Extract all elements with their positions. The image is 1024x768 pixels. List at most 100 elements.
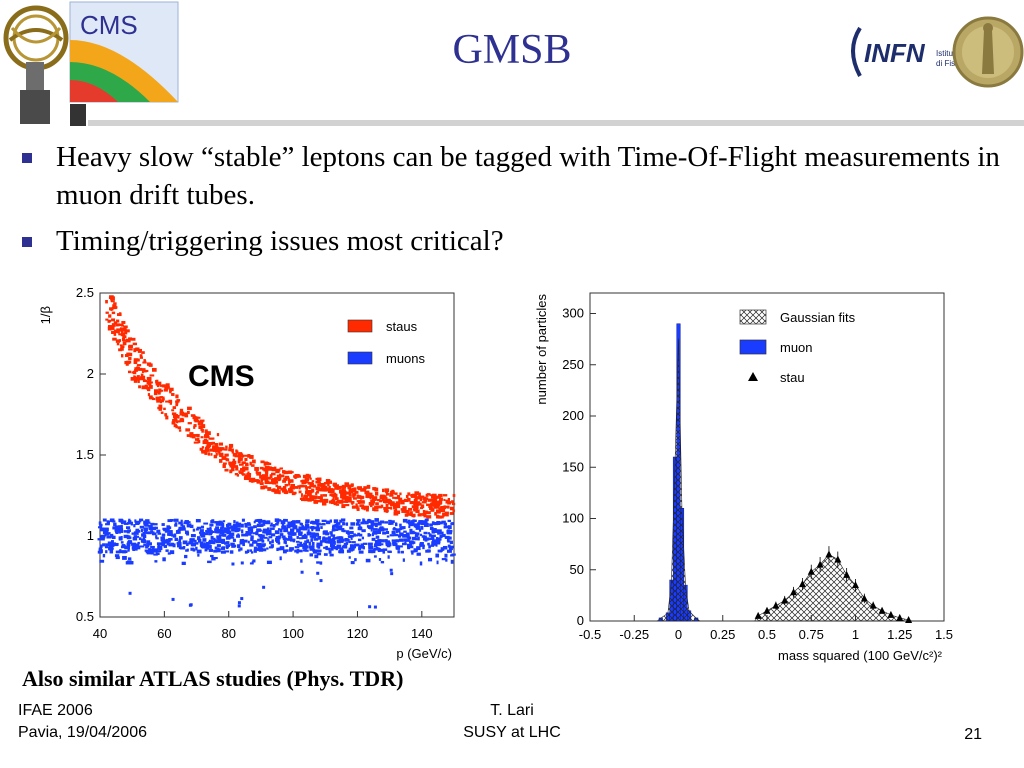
stau-marker (754, 611, 762, 619)
muon-point (112, 544, 115, 547)
stau-point (185, 428, 191, 432)
muon-point (252, 540, 257, 543)
stau-point (139, 354, 143, 357)
stau-point (331, 493, 335, 497)
muon-point (154, 560, 158, 563)
muon-point (259, 538, 263, 542)
muon-point (450, 545, 454, 549)
muon-point (298, 526, 301, 531)
muon-point (302, 526, 305, 529)
muon-point (373, 547, 377, 551)
stau-point (141, 351, 145, 354)
muon-point (240, 597, 244, 601)
stau-point (178, 429, 182, 432)
muon-point (393, 527, 396, 531)
stau-point (335, 500, 340, 504)
muon-point (447, 544, 451, 548)
stau-point (451, 502, 456, 506)
muon-point (177, 544, 182, 548)
muon-point (253, 546, 258, 551)
stau-point (288, 471, 294, 474)
muon-point (416, 552, 421, 556)
stau-point (201, 446, 205, 449)
muon-point (450, 559, 454, 564)
muon-point (181, 561, 186, 565)
muon-point (361, 529, 366, 533)
stau-marker (852, 581, 859, 589)
muon-point (164, 530, 169, 533)
stau-point (155, 396, 160, 401)
muon-point (419, 543, 422, 547)
muon-point (450, 554, 454, 557)
stau-point (244, 454, 249, 457)
muon-point (230, 532, 235, 536)
stau-point (294, 486, 299, 489)
muon-point (394, 539, 398, 543)
muon-point (227, 535, 232, 538)
stau-point (238, 457, 243, 460)
stau-point (354, 491, 359, 494)
muon-point (446, 538, 450, 542)
muon-point (268, 536, 273, 539)
stau-point (172, 419, 175, 423)
muon-point (277, 528, 281, 531)
muon-point (299, 541, 303, 545)
stau-point (348, 489, 351, 493)
muon-point (122, 555, 127, 560)
stau-point (426, 493, 431, 496)
stau-point (175, 400, 180, 403)
muon-point (373, 543, 378, 548)
stau-point (180, 417, 184, 421)
scatter-ylabel: 1/β (38, 306, 53, 324)
stau-point (383, 506, 388, 510)
muon-point (175, 530, 180, 534)
muon-point (342, 529, 346, 533)
stau-point (393, 505, 396, 510)
muon-point (443, 522, 448, 525)
muon-point (123, 530, 129, 533)
stau-point (134, 376, 138, 381)
muon-point (446, 549, 452, 553)
stau-point (138, 348, 142, 352)
stau-point (436, 509, 441, 514)
stau-point (224, 453, 229, 457)
stau-point (160, 411, 164, 414)
muon-point (330, 544, 336, 549)
scatter-ytick-label: 0.5 (76, 609, 94, 624)
muon-point (272, 524, 276, 528)
muon-point (127, 560, 132, 564)
muon-point (150, 530, 154, 534)
muon-point (161, 542, 166, 547)
muon-point (216, 544, 221, 547)
muon-point (214, 546, 218, 550)
muon-point (303, 542, 308, 546)
stau-point (419, 497, 423, 502)
muon-point (245, 533, 249, 537)
stau-point (216, 433, 220, 437)
muon-point (431, 521, 435, 525)
muon-point (194, 539, 197, 543)
muon-point (182, 527, 186, 531)
muon-point (180, 546, 185, 550)
muon-point (289, 538, 295, 542)
scatter-ytick-label: 1.5 (76, 447, 94, 462)
muon-point (261, 544, 265, 548)
stau-point (157, 390, 161, 395)
muon-point (325, 520, 331, 525)
muon-point (167, 519, 173, 523)
stau-point (435, 514, 439, 519)
muon-point (153, 523, 158, 526)
stau-point (112, 337, 117, 341)
stau-point (401, 510, 405, 513)
muon-point (432, 539, 437, 542)
muon-point (365, 558, 371, 563)
muon-point (407, 519, 411, 523)
stau-point (139, 356, 143, 359)
muon-point (260, 523, 264, 527)
stau-point (105, 318, 109, 321)
stau-point (321, 488, 326, 492)
muon-point (314, 554, 319, 559)
stau-point (260, 477, 264, 482)
stau-point (277, 490, 280, 493)
muon-point (313, 538, 319, 541)
